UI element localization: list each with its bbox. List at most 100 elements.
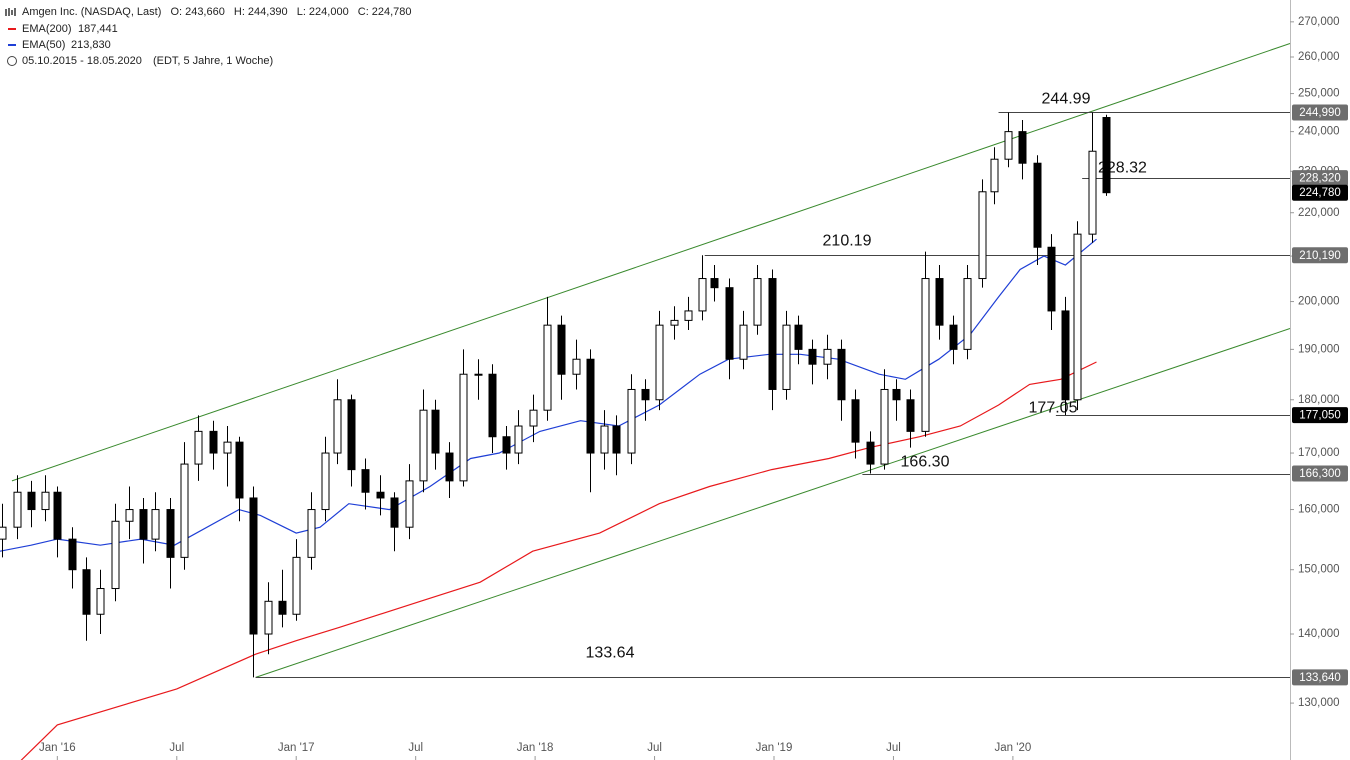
- candle-body: [529, 409, 538, 427]
- price-box-label: 133,640: [1299, 672, 1341, 684]
- candle-body: [405, 480, 414, 528]
- candle-body: [641, 388, 650, 401]
- candle-body: [474, 373, 483, 376]
- period-note: (EDT, 5 Jahre, 1 Woche): [153, 55, 273, 67]
- trendline: [255, 328, 1291, 678]
- price-box: [1292, 465, 1348, 482]
- header-line: Amgen Inc. (NASDAQ, Last) O: 243,660 H: 24…: [22, 6, 412, 18]
- candle-body: [768, 278, 777, 390]
- price-box-label: 177,050: [1299, 410, 1341, 422]
- x-tick-label: Jan '17: [278, 742, 315, 754]
- candle-body: [684, 310, 693, 321]
- price-box-label: 166,300: [1299, 468, 1341, 480]
- x-tick-label: Jan '18: [517, 742, 554, 754]
- candle-body: [782, 324, 791, 390]
- candle-body: [837, 348, 846, 401]
- candle-body: [990, 158, 999, 193]
- candle-body: [292, 556, 301, 615]
- candle-body: [1061, 310, 1070, 401]
- candle-body: [307, 509, 316, 558]
- candle-body: [612, 425, 621, 454]
- candle-body: [111, 520, 120, 590]
- y-tick-label: 130,000: [1298, 697, 1340, 709]
- price-box: [1292, 184, 1348, 201]
- price-box: [1292, 104, 1348, 121]
- quote-key: C:: [358, 6, 369, 18]
- price-box: [1292, 247, 1348, 264]
- plot: 130,000 140,000 150,000 160,000 170,000 180,0…: [0, 16, 1340, 760]
- candle-body: [194, 430, 203, 465]
- candle-body: [321, 452, 330, 511]
- candle-body: [53, 491, 62, 540]
- candle-body: [1004, 131, 1013, 160]
- candle-body: [390, 497, 399, 528]
- candle-body: [41, 491, 50, 511]
- period-line: 05.10.2015 - 18.05.2020 (EDT, 5 Jahre, 1…: [22, 55, 273, 67]
- price-box-label: 228,320: [1299, 173, 1341, 185]
- y-tick-label: 170,000: [1298, 447, 1340, 459]
- candle-body: [1018, 131, 1027, 164]
- trendline: [11, 43, 1291, 482]
- candle-body: [502, 436, 511, 454]
- candle-body: [557, 324, 566, 375]
- y-tick-label: 220,000: [1298, 207, 1340, 219]
- candle-body: [1033, 162, 1042, 248]
- candle-body: [488, 373, 497, 438]
- candle-body: [166, 509, 175, 558]
- candle-body: [906, 399, 915, 432]
- x-tick-label: Jan '19: [756, 742, 793, 754]
- title: Amgen Inc. (NASDAQ, Last): [22, 6, 161, 18]
- candle-body: [866, 441, 875, 465]
- x-tick-label: Jul: [647, 742, 662, 754]
- candle-body: [419, 409, 428, 482]
- ema-line: [20, 361, 1097, 760]
- legend-value: 187,441: [78, 23, 118, 35]
- y-tick-label: 260,000: [1298, 51, 1340, 63]
- candle-body: [27, 491, 36, 511]
- candle-body: [431, 409, 440, 454]
- candle-body: [710, 278, 719, 289]
- candle-body: [978, 191, 987, 280]
- candle-body: [670, 319, 679, 326]
- candle-body: [1088, 150, 1097, 235]
- x-tick-label: Jan '20: [995, 742, 1032, 754]
- price-box-label: 244,990: [1299, 107, 1341, 119]
- candle-body: [180, 463, 189, 558]
- candle-body: [823, 348, 832, 365]
- price-box: [1292, 170, 1348, 187]
- quote-value: 244,390: [248, 6, 288, 18]
- candle-body: [459, 373, 468, 482]
- quote-value: 224,000: [309, 6, 349, 18]
- quote-key: H:: [234, 6, 245, 18]
- candle-body: [572, 358, 581, 375]
- candle-body: [68, 538, 77, 571]
- level-label: 177.05: [1029, 400, 1078, 417]
- candle-body: [347, 399, 356, 471]
- candle-body: [96, 588, 105, 615]
- header: Amgen Inc. (NASDAQ, Last) O: 243,660 H: 24…: [5, 6, 412, 67]
- level-label: 133.64: [586, 645, 635, 662]
- candle-body: [278, 600, 287, 615]
- candle-body: [13, 491, 22, 528]
- candle-body: [935, 278, 944, 326]
- candle-body: [249, 497, 258, 635]
- candle-body: [725, 287, 734, 360]
- y-tick-label: 200,000: [1298, 296, 1340, 308]
- candle-body: [739, 324, 748, 360]
- candle-body: [151, 509, 160, 540]
- candle-body: [376, 491, 385, 499]
- y-tick-label: 180,000: [1298, 394, 1340, 406]
- price-box: [1292, 407, 1348, 424]
- legend-value: 213,830: [71, 39, 111, 51]
- candle-body: [698, 278, 707, 312]
- candle-body: [543, 324, 552, 411]
- candle-body: [808, 348, 817, 365]
- legend-name: EMA(200): [22, 23, 72, 35]
- candle-body: [139, 509, 148, 540]
- candle-body: [445, 452, 454, 482]
- period: 05.10.2015 - 18.05.2020: [22, 55, 142, 67]
- x-tick-label: Jul: [169, 742, 184, 754]
- candle-body: [627, 388, 636, 454]
